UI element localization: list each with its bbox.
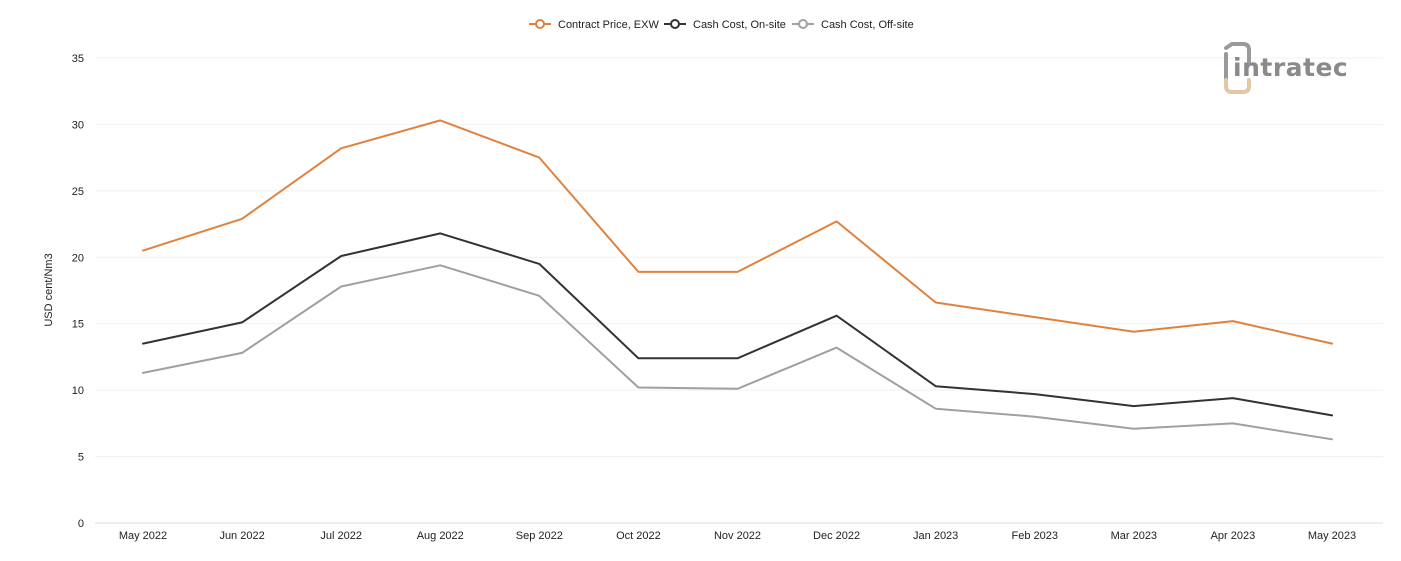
legend-item-2[interactable]: Cash Cost, On-site: [664, 19, 786, 31]
x-tick-label: Jan 2023: [913, 530, 958, 542]
logo-text: intratec: [1233, 53, 1348, 82]
legend-marker: [798, 19, 808, 29]
data-point: [1131, 403, 1137, 409]
x-tick-label: Sep 2022: [516, 530, 563, 542]
y-tick-label: 25: [72, 186, 84, 198]
legend-label: Contract Price, EXW: [558, 19, 659, 31]
data-point: [536, 155, 542, 161]
y-tick-label: 35: [72, 53, 84, 65]
x-tick-label: Feb 2023: [1012, 530, 1058, 542]
data-point: [338, 253, 344, 259]
data-point: [735, 355, 741, 361]
legend-marker: [535, 19, 545, 29]
legend-label: Cash Cost, Off-site: [821, 19, 914, 31]
data-point: [933, 406, 939, 412]
data-point: [933, 383, 939, 389]
data-point: [536, 293, 542, 299]
legend-item-1[interactable]: Contract Price, EXW: [529, 19, 659, 31]
series-lines: [140, 117, 1335, 442]
data-point: [834, 313, 840, 319]
y-tick-label: 5: [78, 452, 84, 464]
y-tick-label: 15: [72, 319, 84, 331]
data-point: [239, 216, 245, 222]
x-axis-ticks: May 2022 Jun 2022 Jul 2022 Aug 2022 Sep 2022…: [119, 530, 1356, 542]
y-tick-label: 20: [72, 252, 84, 264]
data-point: [1032, 314, 1038, 320]
data-point: [1131, 426, 1137, 432]
data-point: [834, 218, 840, 224]
series-line-2: [142, 232, 1333, 417]
y-axis-ticks: 0 5 10 15 20 25 30 35: [72, 53, 84, 530]
x-tick-label: May 2023: [1308, 530, 1356, 542]
data-point: [239, 350, 245, 356]
series-line-1: [142, 119, 1333, 345]
x-tick-label: May 2022: [119, 530, 167, 542]
legend[interactable]: Contract Price, EXW Cash Cost, On-site Cas…: [529, 19, 914, 31]
legend-item-3[interactable]: Cash Cost, Off-site: [792, 19, 914, 31]
intratec-logo: intratec: [1224, 42, 1348, 94]
data-point: [1230, 395, 1236, 401]
legend-marker: [670, 19, 680, 29]
data-point: [1230, 318, 1236, 324]
data-point: [1131, 329, 1137, 335]
y-tick-label: 10: [72, 385, 84, 397]
data-point: [933, 299, 939, 305]
series-line-3: [142, 264, 1333, 441]
data-point: [140, 248, 146, 254]
data-point: [735, 386, 741, 392]
x-tick-label: Jul 2022: [320, 530, 362, 542]
data-point: [834, 345, 840, 351]
legend-label: Cash Cost, On-site: [693, 19, 786, 31]
data-point: [735, 269, 741, 275]
data-point: [1329, 436, 1335, 442]
data-point: [1032, 414, 1038, 420]
x-tick-label: Dec 2022: [813, 530, 860, 542]
y-axis-title: USD cent/Nm3: [43, 253, 55, 326]
data-point: [536, 261, 542, 267]
data-point: [338, 145, 344, 151]
data-point: [437, 230, 443, 236]
x-tick-label: Nov 2022: [714, 530, 761, 542]
x-tick-label: Oct 2022: [616, 530, 661, 542]
data-point: [338, 284, 344, 290]
grid-lines: [95, 57, 1383, 524]
data-point: [437, 117, 443, 123]
data-point: [239, 319, 245, 325]
x-tick-label: Apr 2023: [1211, 530, 1256, 542]
x-tick-label: Aug 2022: [417, 530, 464, 542]
intratec-logo-icon: [1224, 42, 1251, 94]
data-point: [140, 370, 146, 376]
data-point: [1230, 420, 1236, 426]
data-point: [635, 269, 641, 275]
data-point: [1032, 391, 1038, 397]
data-point: [140, 341, 146, 347]
data-point: [635, 384, 641, 390]
y-tick-label: 30: [72, 119, 84, 131]
data-point: [1329, 341, 1335, 347]
data-point: [1329, 412, 1335, 418]
data-point: [635, 355, 641, 361]
x-tick-label: Jun 2022: [219, 530, 264, 542]
x-tick-label: Mar 2023: [1111, 530, 1157, 542]
y-tick-label: 0: [78, 518, 84, 530]
data-point: [437, 262, 443, 268]
